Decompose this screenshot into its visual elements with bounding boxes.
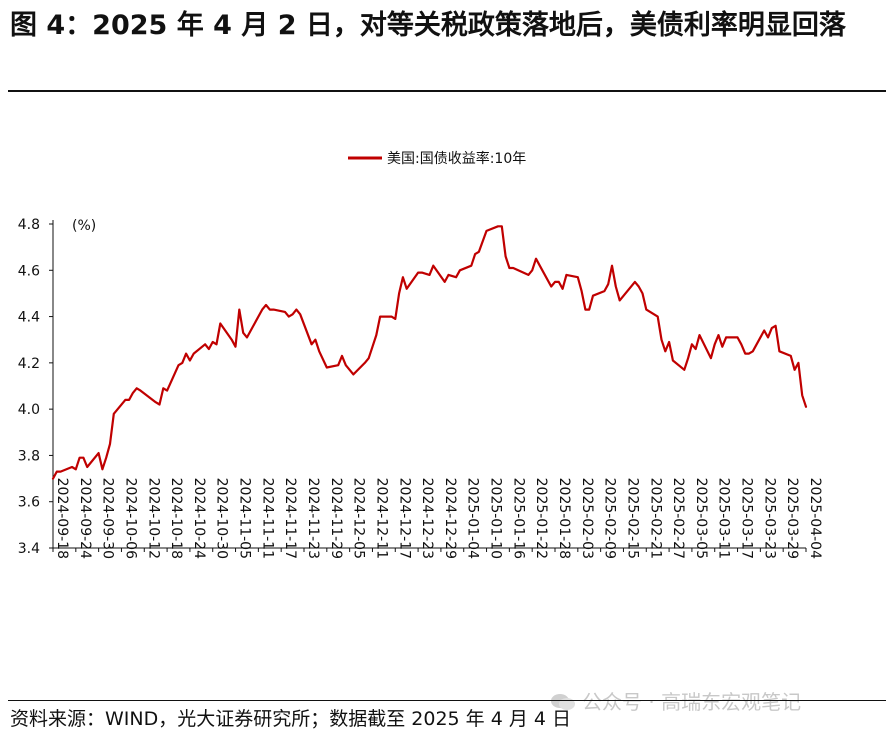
x-tick-label: 2024-11-05: [237, 478, 253, 559]
y-tick-label: 4.4: [18, 310, 40, 326]
chart-legend: 美国:国债收益率:10年: [348, 150, 526, 167]
y-tick-label: 4.0: [18, 402, 40, 418]
title-rule: [8, 90, 886, 92]
y-tick-label: 4.8: [18, 217, 40, 233]
x-tick-label: 2024-09-30: [100, 478, 116, 559]
x-tick-label: 2024-12-17: [396, 478, 412, 559]
x-tick-label: 2024-09-18: [54, 478, 70, 559]
x-tick-label: 2025-02-09: [602, 478, 618, 559]
x-tick-label: 2025-03-23: [761, 478, 777, 559]
y-tick-label: 3.8: [18, 448, 40, 464]
x-tick-label: 2024-12-29: [442, 478, 458, 559]
y-tick-label: 4.6: [18, 263, 40, 279]
x-tick-label: 2025-01-28: [556, 478, 572, 559]
watermark-text: 公众号 · 高瑞东宏观笔记: [582, 690, 802, 714]
watermark: 公众号 · 高瑞东宏观笔记: [550, 686, 801, 715]
x-tick-label: 2024-11-11: [259, 478, 275, 559]
chart-series: [51, 225, 808, 480]
series-line: [51, 225, 808, 480]
figure-source: 资料来源：WIND，光大证券研究所；数据截至 2025 年 4 月 4 日: [10, 708, 572, 730]
y-axis-unit-label: (%): [72, 218, 96, 234]
x-tick-label: 2024-11-29: [328, 478, 344, 559]
x-tick-label: 2025-02-03: [579, 478, 595, 559]
x-tick-label: 2024-09-24: [77, 478, 93, 559]
x-tick-label: 2025-01-22: [533, 478, 549, 559]
x-tick-label: 2025-01-04: [465, 478, 481, 559]
x-tick-label: 2024-10-18: [168, 478, 184, 559]
legend-label: 美国:国债收益率:10年: [387, 150, 526, 167]
x-tick-label: 2024-11-23: [305, 478, 321, 559]
x-tick-label: 2025-01-10: [488, 478, 504, 559]
x-tick-label: 2025-03-11: [716, 478, 732, 559]
x-tick-label: 2025-02-27: [670, 478, 686, 559]
x-tick-label: 2024-12-11: [373, 478, 389, 559]
wechat-icon: [551, 694, 575, 710]
source-rule: [8, 700, 886, 701]
x-tick-label: 2025-03-17: [739, 478, 755, 559]
x-tick-label: 2024-10-12: [145, 478, 161, 559]
x-tick-label: 2024-12-23: [419, 478, 435, 559]
x-tick-label: 2025-02-21: [647, 478, 663, 559]
x-tick-label: 2024-11-17: [282, 478, 298, 559]
y-tick-label: 3.4: [18, 541, 40, 557]
x-tick-label: 2024-10-30: [214, 478, 230, 559]
x-axis-ticks: 2024-09-18 2024-09-24 2024-09-30 2024-10-06…: [52, 478, 823, 559]
chart-axes: [52, 220, 806, 549]
x-tick-label: 2024-10-06: [122, 478, 138, 559]
x-tick-label: 2024-12-05: [351, 478, 367, 559]
x-tick-label: 2025-03-05: [693, 478, 709, 559]
x-tick-label: 2025-04-04: [807, 478, 823, 559]
x-tick-label: 2025-01-16: [510, 478, 526, 559]
figure-title: 图 4：2025 年 4 月 2 日，对等关税政策落地后，美债利率明显回落: [10, 10, 846, 41]
y-tick-label: 4.2: [18, 356, 40, 372]
x-tick-label: 2025-03-29: [784, 478, 800, 559]
y-axis-ticks: 3.4 3.6 3.8 4.0 4.2 4.4 4.6 4.8: [18, 217, 53, 557]
x-tick-label: 2025-02-15: [624, 478, 640, 559]
x-tick-label: 2024-10-24: [191, 478, 207, 559]
y-tick-label: 3.6: [18, 495, 40, 511]
